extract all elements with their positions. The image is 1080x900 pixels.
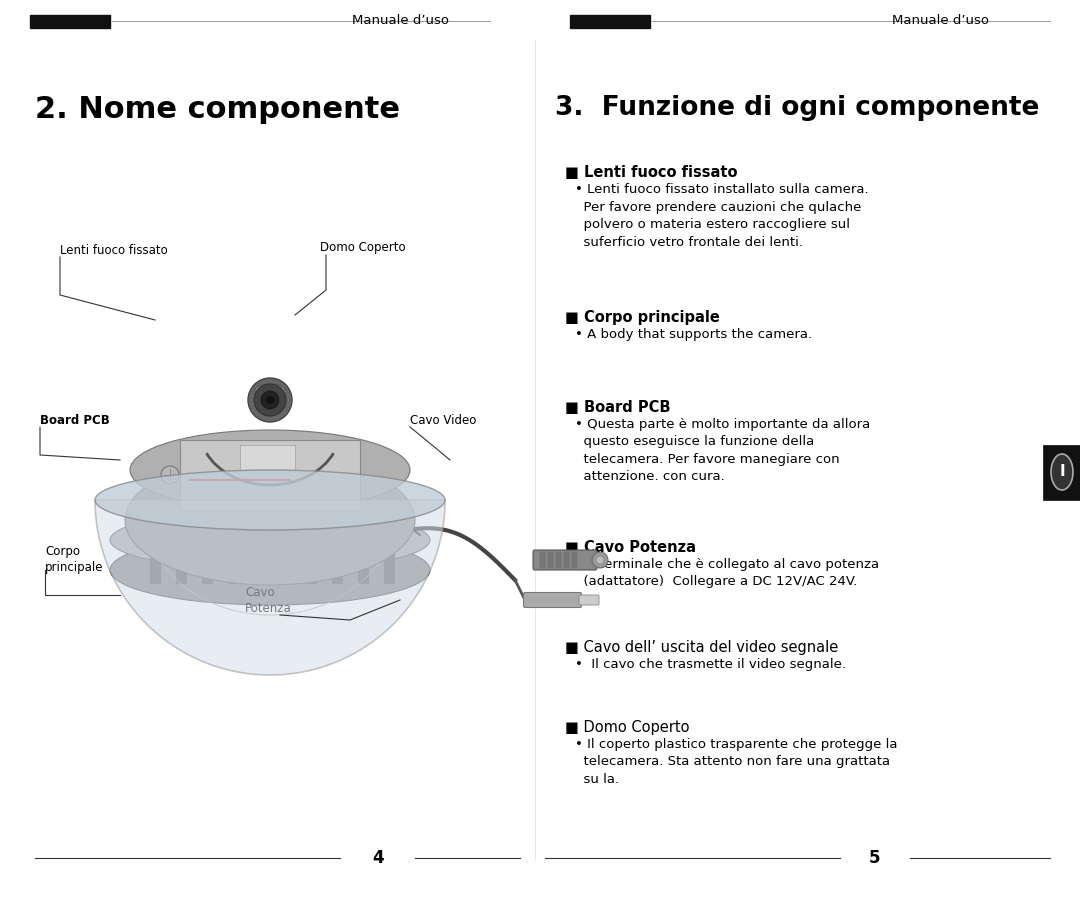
Bar xyxy=(306,545,316,583)
Bar xyxy=(150,545,160,583)
Text: • Il terminale che è collegato al cavo potenza
  (adattatore)  Collegare a DC 12: • Il terminale che è collegato al cavo p… xyxy=(575,558,879,589)
Text: • Lenti fuoco fissato installato sulla camera.
  Per favore prendere cauzioni ch: • Lenti fuoco fissato installato sulla c… xyxy=(575,183,868,248)
Text: •  Il cavo che trasmette il video segnale.: • Il cavo che trasmette il video segnale… xyxy=(575,658,846,671)
Text: Lenti fuoco fissato: Lenti fuoco fissato xyxy=(60,244,167,256)
Circle shape xyxy=(248,378,292,422)
Text: Manuale d’uso: Manuale d’uso xyxy=(351,14,448,26)
Bar xyxy=(228,545,238,583)
Text: 2. Nome componente: 2. Nome componente xyxy=(35,95,400,124)
Bar xyxy=(384,545,394,583)
Bar xyxy=(357,545,368,583)
Text: 4: 4 xyxy=(373,849,383,867)
FancyBboxPatch shape xyxy=(534,550,597,570)
Ellipse shape xyxy=(255,384,285,396)
FancyBboxPatch shape xyxy=(255,390,285,402)
FancyBboxPatch shape xyxy=(579,595,599,605)
Bar xyxy=(548,552,553,568)
Bar xyxy=(280,545,291,583)
Circle shape xyxy=(266,396,274,404)
Text: 5: 5 xyxy=(869,849,881,867)
Text: ■ Corpo principale: ■ Corpo principale xyxy=(565,310,720,325)
Bar xyxy=(540,552,545,568)
Ellipse shape xyxy=(95,470,445,530)
Wedge shape xyxy=(95,500,445,675)
Circle shape xyxy=(261,391,279,409)
Circle shape xyxy=(592,552,608,568)
Bar xyxy=(570,15,650,28)
Text: Board PCB: Board PCB xyxy=(40,413,110,427)
Text: Manuale d’uso: Manuale d’uso xyxy=(891,14,988,26)
Bar xyxy=(202,545,212,583)
Text: Cavo Video: Cavo Video xyxy=(410,413,476,427)
Ellipse shape xyxy=(125,455,415,585)
Bar xyxy=(30,15,110,28)
Bar xyxy=(556,552,561,568)
Text: Corpo
principale: Corpo principale xyxy=(45,545,104,574)
FancyBboxPatch shape xyxy=(180,440,360,510)
Ellipse shape xyxy=(130,430,410,510)
Text: ■ Domo Coperto: ■ Domo Coperto xyxy=(565,720,689,735)
FancyBboxPatch shape xyxy=(240,445,295,470)
Ellipse shape xyxy=(249,389,291,411)
Text: • Il coperto plastico trasparente che protegge la
  telecamera. Sta attento non : • Il coperto plastico trasparente che pr… xyxy=(575,738,897,786)
Ellipse shape xyxy=(110,535,430,605)
Text: I: I xyxy=(1059,464,1065,480)
Bar xyxy=(332,545,342,583)
Text: ■ Board PCB: ■ Board PCB xyxy=(565,400,671,415)
Ellipse shape xyxy=(110,510,430,570)
Text: ■ Cavo Potenza: ■ Cavo Potenza xyxy=(565,540,696,555)
Circle shape xyxy=(161,466,179,484)
FancyBboxPatch shape xyxy=(524,592,581,608)
Bar xyxy=(572,552,577,568)
Circle shape xyxy=(254,384,286,416)
Text: ■ Cavo dell’ uscita del video segnale: ■ Cavo dell’ uscita del video segnale xyxy=(565,640,838,655)
Bar xyxy=(564,552,569,568)
Circle shape xyxy=(596,556,604,564)
Bar xyxy=(254,545,264,583)
Text: Cavo
Potenza: Cavo Potenza xyxy=(245,586,292,615)
Text: • Questa parte è molto importante da allora
  questo eseguisce la funzione della: • Questa parte è molto importante da all… xyxy=(575,418,870,483)
Text: Domo Coperto: Domo Coperto xyxy=(320,241,406,255)
Bar xyxy=(1043,445,1080,500)
Text: • A body that supports the camera.: • A body that supports the camera. xyxy=(575,328,812,341)
Ellipse shape xyxy=(1051,454,1074,490)
Text: ■ Lenti fuoco fissato: ■ Lenti fuoco fissato xyxy=(565,165,738,180)
Text: 3.  Funzione di ogni componente: 3. Funzione di ogni componente xyxy=(555,95,1039,121)
Bar xyxy=(176,545,186,583)
